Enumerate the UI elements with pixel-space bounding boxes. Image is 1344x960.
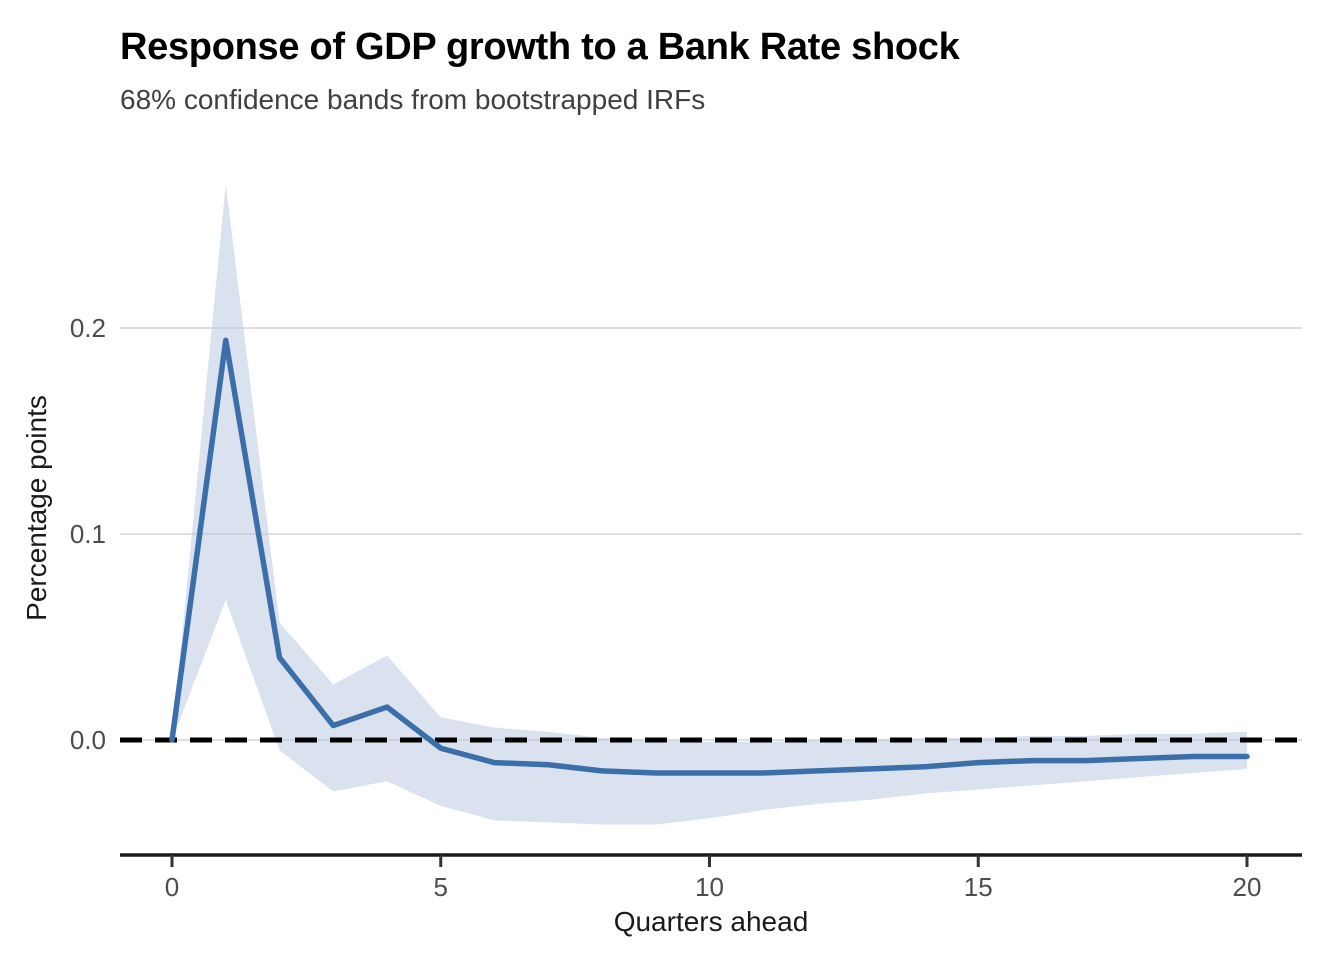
- y-tick-label: 0.1: [70, 519, 106, 549]
- chart-subtitle: 68% confidence bands from bootstrapped I…: [120, 84, 706, 115]
- x-tick-label: 20: [1233, 872, 1262, 902]
- x-tick-label: 10: [695, 872, 724, 902]
- irf-line-path: [169, 337, 1250, 776]
- confidence-band-area: [172, 183, 1247, 825]
- y-tick-label: 0.0: [70, 725, 106, 755]
- x-tick-label: 5: [434, 872, 448, 902]
- y-axis-title: Percentage points: [21, 395, 52, 621]
- tick-labels: 0 5 10 15 20 0.0 0.1 0.2: [70, 313, 1262, 902]
- axes: [120, 853, 1302, 867]
- confidence-band: [172, 183, 1247, 825]
- irf-line: [169, 337, 1250, 776]
- x-tick-label: 0: [165, 872, 179, 902]
- chart-title: Response of GDP growth to a Bank Rate sh…: [120, 26, 960, 68]
- y-tick-label: 0.2: [70, 313, 106, 343]
- x-axis-title: Quarters ahead: [614, 906, 809, 937]
- x-tick-label: 15: [964, 872, 993, 902]
